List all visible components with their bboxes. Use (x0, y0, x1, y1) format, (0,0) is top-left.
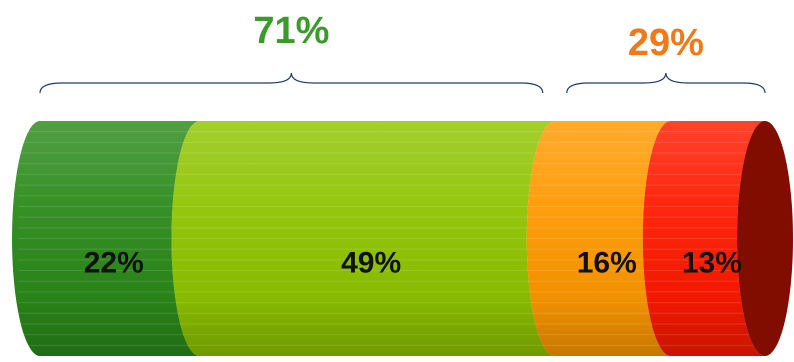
segment-shading-1 (12, 121, 200, 356)
segment-label-2: 49% (341, 247, 401, 280)
segment-shading-2 (171, 121, 555, 356)
cylinder-end-cap (737, 121, 793, 356)
group-brace-2 (566, 72, 766, 94)
segment-label-4: 13% (682, 247, 742, 280)
group-label-1: 71% (253, 10, 329, 52)
segment-label-1: 22% (84, 247, 144, 280)
segment-shading-4 (642, 121, 765, 356)
segment-shading-3 (526, 121, 671, 356)
segment-label-3: 16% (577, 247, 637, 280)
group-label-2: 29% (628, 22, 704, 64)
group-brace-1 (39, 72, 544, 94)
